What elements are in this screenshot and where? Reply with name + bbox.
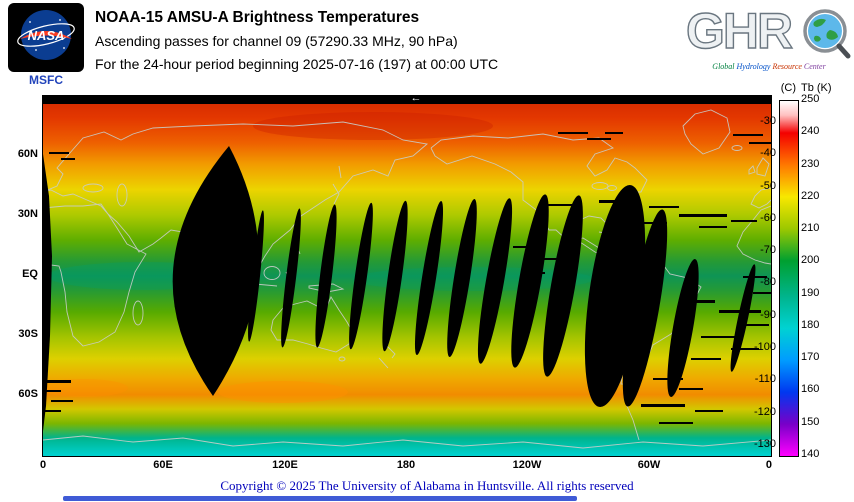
ghrc-letters: GHR — [686, 4, 793, 59]
page-title: NOAA-15 AMSU-A Brightness Temperatures — [95, 9, 420, 26]
copyright-notice: Copyright © 2025 The University of Alaba… — [220, 478, 634, 493]
k-tick: 160 — [801, 383, 820, 395]
k-tick: 230 — [801, 158, 820, 170]
c-tick: -40 — [760, 147, 776, 159]
horizontal-scrollbar-thumb[interactable] — [63, 496, 577, 501]
k-tick: 210 — [801, 222, 820, 234]
ghrc-logo[interactable]: GHR Global Hydrology Resource Center — [685, 2, 852, 82]
colorbar — [779, 100, 799, 457]
globe-magnifier-icon — [803, 9, 851, 59]
x-tick-120W: 120W — [512, 459, 542, 471]
x-tick-60E: 60E — [153, 459, 173, 471]
c-tick: -110 — [754, 373, 776, 385]
y-tick-60N: 60N — [17, 148, 38, 160]
k-tick: 220 — [801, 190, 820, 202]
c-tick: -70 — [760, 244, 776, 256]
nasa-meatball-icon: NASA — [17, 10, 75, 60]
c-tick: -130 — [753, 438, 776, 450]
k-tick: 140 — [801, 448, 820, 460]
svg-text:NASA: NASA — [28, 28, 65, 43]
k-tick: 190 — [801, 287, 820, 299]
c-tick: -50 — [760, 180, 776, 192]
k-tick: 250 — [801, 93, 820, 105]
x-tick-180: 180 — [396, 459, 416, 471]
map-canvas — [38, 96, 772, 456]
tagline-word: Center — [803, 62, 826, 71]
c-tick: -120 — [753, 406, 776, 418]
y-tick-30S: 30S — [18, 328, 38, 340]
x-tick-60W: 60W — [637, 459, 661, 471]
c-tick: -90 — [760, 309, 776, 321]
c-tick: -30 — [760, 115, 776, 127]
y-tick-EQ: EQ — [22, 268, 38, 280]
tagline-word: Global — [712, 62, 735, 71]
x-tick-0-right: 0 — [765, 459, 772, 471]
subtitle-period: For the 24-hour period beginning 2025-07… — [95, 56, 499, 72]
brightness-temperature-map — [38, 95, 772, 457]
x-tick-120E: 120E — [272, 459, 298, 471]
magnifier-handle-icon — [836, 43, 851, 59]
no-data-gaps — [43, 96, 771, 431]
k-tick: 180 — [801, 319, 820, 331]
coastlines — [42, 109, 772, 449]
k-tick: 200 — [801, 254, 820, 266]
x-tick-0-left: 0 — [40, 459, 47, 471]
subtitle-channel: Ascending passes for channel 09 (57290.3… — [95, 33, 458, 49]
left-arrow-icon: ← — [410, 92, 422, 104]
y-tick-30N: 30N — [17, 208, 38, 220]
c-tick: -60 — [760, 212, 776, 224]
k-tick: 150 — [801, 416, 820, 428]
k-tick: 240 — [801, 125, 820, 137]
c-tick: -100 — [753, 341, 776, 353]
nasa-logo[interactable]: NASA — [8, 3, 84, 72]
ghrc-tagline: Global Hydrology Resource Center — [686, 62, 852, 71]
k-tick: 170 — [801, 351, 820, 363]
tagline-word: Resource — [772, 62, 802, 71]
msfc-label: MSFC — [29, 73, 63, 87]
ghrc-logo-graphic: GHR — [685, 2, 851, 60]
colorbar-kelvin-title: Tb (K) — [801, 82, 832, 94]
c-tick: -80 — [760, 276, 776, 288]
colorbar-celsius-title: (C) — [780, 82, 796, 94]
tagline-word: Hydrology — [736, 62, 771, 71]
y-tick-60S: 60S — [18, 388, 38, 400]
